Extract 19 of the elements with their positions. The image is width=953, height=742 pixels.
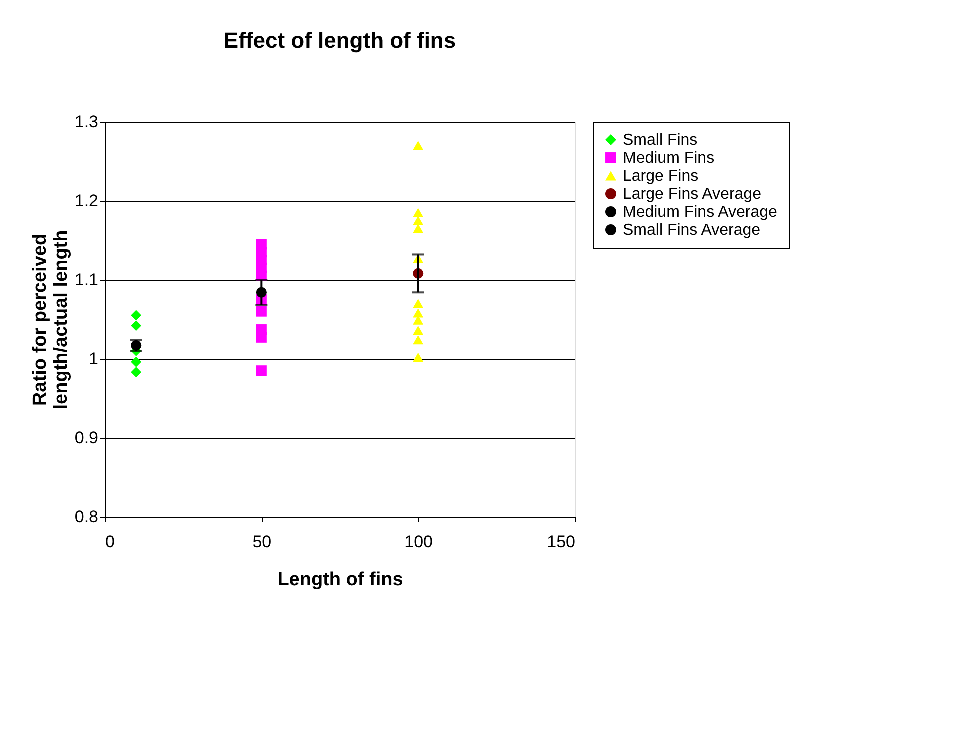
y-tick-label: 1 (89, 350, 98, 368)
y-tick-label: 1.2 (74, 192, 98, 210)
x-axis-title: Length of fins (278, 570, 404, 590)
legend-label: Large Fins (623, 168, 699, 185)
x-tick-label: 150 (547, 532, 576, 552)
y-tick-label: 1.3 (74, 112, 98, 132)
y-tick-label: 1.1 (74, 270, 98, 290)
chart-title: Effect of length of fins (224, 28, 456, 53)
legend-label: Medium Fins (623, 150, 715, 167)
y-tick-label: 0.9 (74, 428, 98, 448)
y-tick-label: 0.8 (74, 508, 98, 526)
x-tick-label: 100 (404, 532, 434, 552)
y-axis-title: Ratio for perceived length/actual length (30, 230, 72, 410)
legend-label: Large Fins Average (623, 186, 762, 203)
legend-label: Small Fins Average (623, 222, 761, 239)
legend-label: Medium Fins Average (623, 204, 778, 221)
x-tick-label: 50 (252, 532, 272, 552)
x-tick-label: 0 (106, 532, 115, 552)
legend-label: Small Fins (623, 132, 698, 149)
